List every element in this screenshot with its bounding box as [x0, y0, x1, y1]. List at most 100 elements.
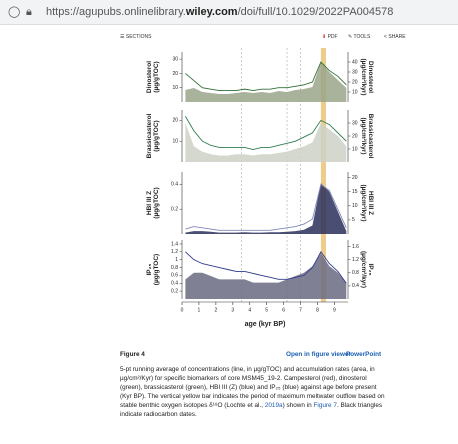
line: [185, 183, 347, 231]
address-bar: ◯ 🔒︎ https://agupubs.onlinelibrary.wiley…: [0, 0, 458, 25]
y-tick-label: 0.2: [171, 288, 178, 294]
x-tick-label: 9: [333, 307, 336, 313]
figure-label: Figure 4: [120, 351, 145, 358]
y-tick-label: 30: [352, 69, 358, 75]
y2-axis-title: Brassicasterol(µg/cm²/kyr): [360, 114, 374, 159]
url-part: /doi/full/10.1029/2022PA004578: [237, 6, 394, 18]
x-tick-label: 5: [265, 307, 268, 313]
y-tick-label: 0.8: [352, 270, 359, 276]
y-tick-label: 1: [175, 257, 178, 263]
url-domain: wiley.com: [185, 6, 238, 18]
y2-axis-title-line: HBI III Z: [367, 191, 374, 215]
area: [185, 123, 347, 162]
y-tick-label: 10: [352, 89, 358, 95]
x-axis-title: age (kyr BP): [245, 321, 286, 328]
y-tick-label: 20: [352, 79, 358, 85]
y-tick-label: 30: [352, 120, 358, 126]
y-axis-title: Dinosterol(µg/gTOC): [146, 61, 160, 93]
y-tick-label: 0.4: [352, 283, 359, 289]
caption-block: Figure 4 Open in figure viewer PowerPoin…: [120, 350, 388, 419]
y-tick-label: 10: [172, 85, 178, 91]
caption: 5-pt running average of concentrations (…: [120, 365, 388, 419]
x-tick-label: 0: [181, 307, 184, 313]
y2-axis-title-line: (µg/cm²/kyr): [360, 185, 367, 222]
y2-axis-title-line: IP₂₅: [367, 263, 374, 275]
y2-axis-title-line: Brassicasterol: [367, 114, 374, 159]
y-axis-title-line: Dinosterol: [146, 61, 153, 93]
figure-viewer-link[interactable]: Open in figure viewer: [286, 351, 351, 358]
figure-header: Figure 4 Open in figure viewer PowerPoin…: [120, 350, 388, 361]
line: [185, 250, 347, 284]
y-tick-label: 0.6: [171, 273, 178, 279]
sections-button[interactable]: ☰ SECTIONS: [120, 34, 152, 40]
y-axis-title-line: HBI III Z: [146, 191, 153, 215]
y-axis-title-line: (µg/gTOC): [153, 254, 160, 285]
tools-button[interactable]: ✎ TOOLS: [348, 34, 371, 40]
y-tick-label: 5: [352, 217, 355, 223]
x-tick-label: 3: [231, 307, 234, 313]
label: PDF: [327, 34, 338, 40]
area: [185, 253, 347, 299]
area: [185, 62, 347, 102]
label: SECTIONS: [125, 34, 152, 40]
y-tick-label: 10: [352, 146, 358, 152]
line: [184, 116, 347, 150]
share-button[interactable]: < SHARE: [384, 34, 406, 40]
y-axis-title: HBI III Z(µg/gTOC): [146, 187, 160, 218]
y2-axis-title: HBI III Z(µg/cm²/kyr): [360, 185, 374, 222]
y-axis-title: Brassicasterol(µg/gTOC): [146, 113, 160, 158]
area: [185, 183, 347, 234]
x-tick-label: 6: [282, 307, 285, 313]
powerpoint-link[interactable]: PowerPoint: [346, 351, 382, 358]
y-tick-label: 10: [352, 203, 358, 209]
y-tick-label: 20: [172, 118, 178, 124]
x-tick-label: 8: [316, 307, 319, 313]
y-tick-label: 20: [352, 133, 358, 139]
y2-axis-title-line: (µg/cm²/kyr): [360, 118, 367, 155]
y2-axis-title-line: (µg/cm²/kyr): [360, 59, 367, 96]
y-axis-title-line: (µg/gTOC): [153, 187, 160, 218]
reference-link[interactable]: 2019a: [264, 402, 283, 409]
y-tick-label: 1.2: [352, 257, 359, 263]
y-tick-label: 0.4: [171, 281, 178, 287]
label: SHARE: [388, 34, 406, 40]
y-tick-label: 1.6: [352, 244, 359, 250]
lock-icon: 🔒︎: [26, 6, 32, 18]
x-tick-label: 7: [299, 307, 302, 313]
y-tick-label: 30: [172, 56, 178, 62]
y-tick-label: 15: [352, 189, 358, 195]
y-tick-label: 40: [352, 59, 358, 65]
y-tick-label: 1.2: [171, 249, 178, 255]
line: [185, 61, 347, 92]
x-tick-label: 1: [198, 307, 201, 313]
y-axis-title-line: IP₂₅: [146, 263, 153, 275]
label: TOOLS: [353, 34, 371, 40]
y2-axis-title-line: (µg/cm²/kyr): [360, 251, 367, 288]
caption-text: . Black triangles indicate radiocarbon d…: [120, 402, 383, 418]
caption-text: 5-pt running average of concentrations (…: [120, 366, 385, 409]
url-part: https://agupubs.onlinelibrary.: [46, 6, 186, 18]
y-tick-label: 0.4: [171, 182, 178, 188]
x-tick-label: 4: [248, 307, 251, 313]
y-tick-label: 20: [352, 175, 358, 181]
pdf-button[interactable]: ⬇ PDF: [322, 34, 338, 40]
y-tick-label: 1.4: [171, 241, 178, 247]
x-tick-label: 2: [214, 307, 217, 313]
y-axis-title-line: (µg/gTOC): [153, 120, 160, 151]
shield-icon: ◯: [8, 6, 21, 18]
y2-axis-title-line: Dinosterol: [367, 61, 374, 93]
y-tick-label: 0.8: [171, 265, 178, 271]
y-axis-title-line: Brassicasterol: [146, 113, 153, 158]
y-axis-title: IP₂₅(µg/gTOC): [146, 254, 160, 285]
y2-axis-title: IP₂₅(µg/cm²/kyr): [360, 251, 374, 288]
y-tick-label: 0.2: [171, 207, 178, 213]
y-tick-label: 20: [172, 71, 178, 77]
url[interactable]: https://agupubs.onlinelibrary.wiley.com/…: [46, 0, 393, 24]
y-axis-title-line: (µg/gTOC): [153, 61, 160, 92]
y2-axis-title: Dinosterol(µg/cm²/kyr): [360, 59, 374, 96]
y-tick-label: 10: [172, 139, 178, 145]
caption-text: ) shown in: [282, 402, 314, 409]
figure-link[interactable]: Figure 7: [313, 402, 337, 409]
